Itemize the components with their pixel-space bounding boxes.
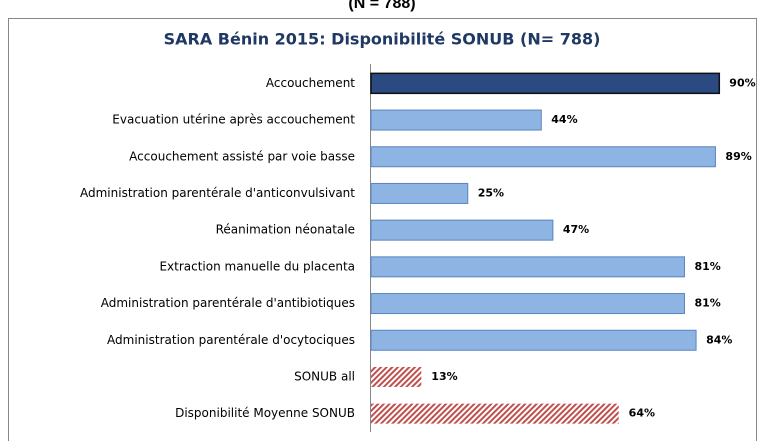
category-label: Réanimation néonatale: [216, 223, 355, 237]
category-label: Accouchement assisté par voie basse: [129, 149, 355, 163]
frame: [8, 18, 757, 441]
category-label: Administration parentérale d'antibiotiqu…: [101, 296, 355, 310]
category-label: Disponibilité Moyenne SONUB: [175, 406, 355, 420]
value-label: 81%: [694, 260, 720, 273]
category-label: Administration parentérale d'ocytociques: [107, 333, 355, 347]
bar: [370, 219, 554, 241]
category-label: Administration parentérale d'anticonvuls…: [80, 186, 355, 200]
value-label: 25%: [478, 186, 504, 199]
bar: [370, 109, 542, 131]
value-label: 84%: [706, 333, 732, 346]
category-label: Evacuation utérine après accouchement: [112, 113, 355, 127]
value-label: 81%: [694, 297, 720, 310]
value-label: 44%: [551, 113, 577, 126]
bar: [371, 366, 422, 387]
top-text: (N = 788): [348, 0, 415, 12]
value-label: 89%: [725, 150, 751, 163]
category-label: Accouchement: [266, 76, 355, 90]
value-label: 90%: [729, 76, 755, 89]
value-label: 13%: [431, 370, 457, 383]
bar: [370, 72, 721, 95]
bar: [370, 256, 685, 278]
value-label: 47%: [563, 223, 589, 236]
bar: [370, 329, 697, 351]
value-label: 64%: [629, 407, 655, 420]
bar: [370, 182, 469, 204]
chart-title: SARA Bénin 2015: Disponibilité SONUB (N=…: [164, 30, 601, 49]
category-label: SONUB all: [294, 369, 355, 383]
bar: [370, 146, 716, 168]
bar: [370, 293, 685, 315]
bar: [371, 403, 619, 424]
category-label: Extraction manuelle du placenta: [159, 259, 355, 273]
